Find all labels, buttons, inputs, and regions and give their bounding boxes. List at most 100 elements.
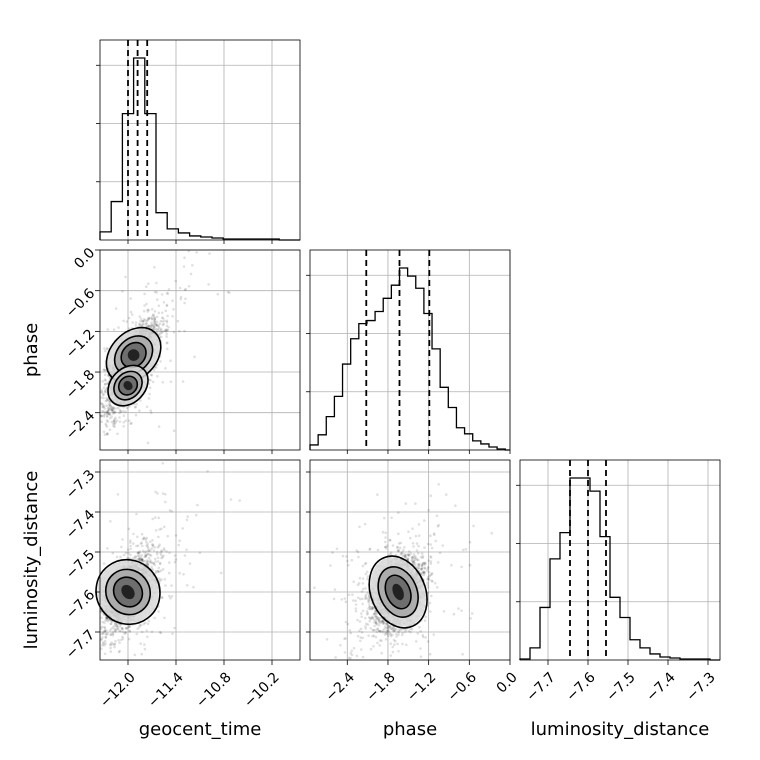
sample-point: [100, 414, 103, 418]
sample-point: [166, 347, 169, 351]
sample-point: [148, 386, 152, 390]
sample-point: [109, 404, 113, 408]
sample-point: [340, 598, 344, 601]
sample-point: [113, 645, 116, 649]
sample-point: [147, 325, 151, 329]
sample-point: [421, 633, 425, 637]
sample-point: [159, 631, 163, 635]
sample-point: [118, 649, 121, 653]
sample-point: [160, 327, 163, 331]
sample-point: [393, 629, 397, 632]
sample-point: [396, 549, 400, 552]
sample-point: [156, 324, 159, 328]
sample-point: [156, 327, 159, 331]
sample-point: [127, 637, 131, 641]
sample-point: [149, 409, 152, 412]
sample-point: [145, 405, 149, 409]
sample-point: [139, 557, 142, 561]
sample-point: [167, 326, 170, 329]
sample-point: [116, 493, 120, 496]
sample-point: [178, 539, 181, 542]
sample-point: [112, 407, 115, 411]
sample-point: [101, 631, 104, 634]
sample-point: [173, 560, 177, 564]
sample-point: [135, 544, 138, 548]
sample-point: [108, 629, 112, 632]
sample-point: [165, 342, 169, 345]
sample-point: [188, 562, 192, 565]
sample-point: [415, 565, 418, 569]
sample-point: [102, 368, 106, 372]
sample-point: [106, 632, 109, 635]
sample-point: [149, 373, 153, 377]
sample-point: [169, 359, 172, 363]
sample-point: [108, 412, 111, 416]
sample-point: [150, 565, 153, 569]
sample-point: [156, 298, 159, 301]
sample-point: [148, 540, 152, 544]
sample-point: [196, 503, 199, 507]
sample-point: [407, 554, 410, 557]
sample-point: [386, 626, 390, 630]
sample-point: [106, 398, 110, 401]
sample-point: [184, 297, 187, 301]
sample-point: [104, 388, 108, 391]
sample-point: [429, 494, 433, 498]
sample-point: [148, 561, 152, 564]
sample-point: [189, 272, 193, 276]
sample-point: [159, 360, 162, 363]
sample-point: [219, 571, 223, 575]
sample-point: [194, 513, 198, 517]
sample-point: [422, 570, 425, 573]
sample-point: [135, 632, 139, 636]
sample-point: [120, 627, 124, 630]
panel-frame: [519, 459, 721, 661]
panel-frame: [99, 459, 301, 661]
sample-point: [158, 333, 161, 336]
sample-point: [396, 546, 399, 549]
sample-point: [140, 541, 143, 544]
sample-point: [162, 322, 166, 326]
sample-point: [115, 627, 119, 630]
sample-point: [364, 616, 367, 620]
sample-point: [124, 275, 127, 279]
sample-point: [165, 303, 169, 307]
density-level: [123, 381, 133, 391]
sample-point: [102, 392, 105, 396]
sample-point: [154, 328, 158, 331]
sample-point: [138, 557, 141, 561]
sample-point: [115, 407, 118, 410]
sample-point: [375, 612, 379, 615]
sample-point: [119, 410, 122, 413]
sample-point: [360, 590, 364, 593]
sample-point: [162, 301, 166, 304]
sample-point: [206, 470, 209, 473]
sample-point: [185, 584, 189, 587]
sample-point: [166, 534, 169, 538]
sample-point: [104, 389, 107, 392]
sample-point: [152, 562, 155, 565]
sample-point: [128, 629, 131, 632]
sample-point: [117, 638, 120, 642]
sample-point: [139, 319, 142, 323]
sample-point: [129, 553, 132, 556]
sample-point: [105, 419, 109, 422]
sample-point: [407, 629, 411, 633]
sample-point: [423, 519, 426, 522]
sample-point: [146, 324, 149, 328]
sample-point: [108, 412, 111, 416]
sample-point: [117, 650, 121, 654]
sample-point: [136, 551, 140, 555]
sample-point: [103, 652, 107, 656]
sample-point: [358, 525, 361, 529]
sample-point: [124, 410, 127, 413]
sample-point: [229, 498, 233, 501]
sample-point: [147, 549, 151, 552]
sample-point: [106, 409, 109, 413]
sample-point: [109, 646, 112, 650]
sample-point: [383, 625, 387, 628]
sample-point: [107, 407, 111, 410]
sample-point: [161, 320, 164, 323]
sample-point: [399, 629, 402, 632]
sample-point: [106, 328, 109, 331]
